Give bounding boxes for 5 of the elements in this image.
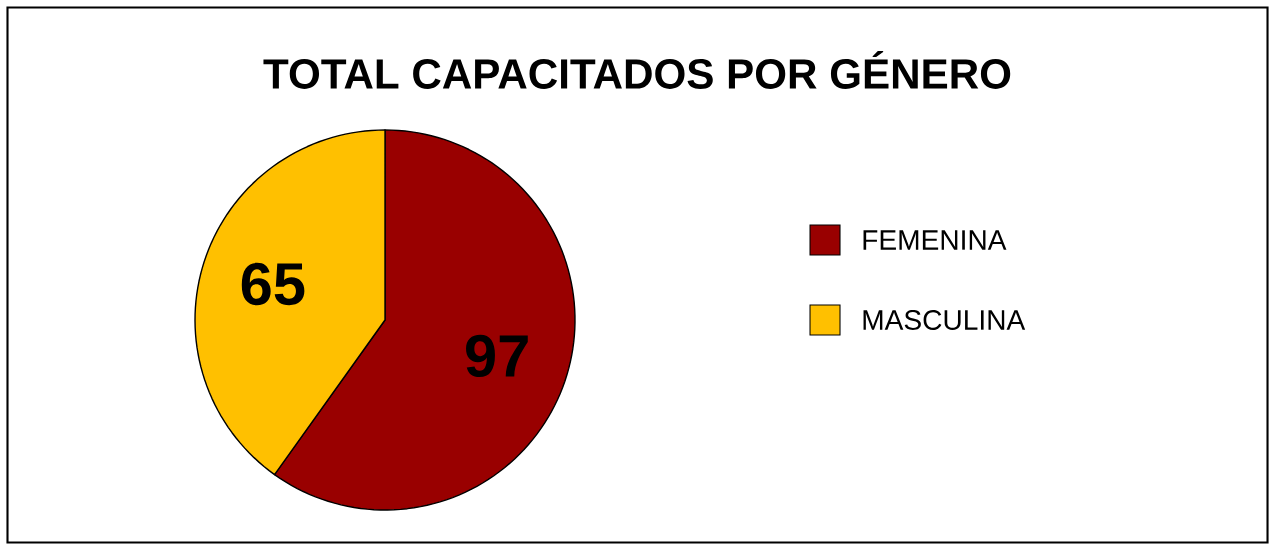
chart-title: TOTAL CAPACITADOS POR GÉNERO bbox=[263, 51, 1011, 89]
legend-label: MASCULINA bbox=[863, 310, 1026, 330]
legend-label: FEMENINA bbox=[863, 230, 1007, 250]
data-label: 65 bbox=[241, 262, 305, 306]
data-label: 97 bbox=[466, 334, 528, 378]
